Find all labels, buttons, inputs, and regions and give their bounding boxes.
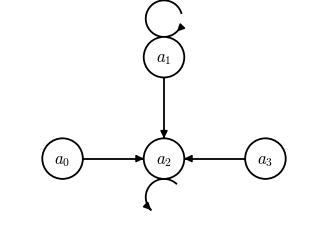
Text: $a_0$: $a_0$ [54, 150, 71, 168]
Circle shape [144, 139, 184, 179]
Circle shape [245, 139, 286, 179]
Text: $a_2$: $a_2$ [156, 150, 172, 168]
Text: $a_1$: $a_1$ [156, 49, 172, 67]
Text: $a_3$: $a_3$ [257, 150, 274, 168]
Circle shape [42, 139, 83, 179]
Circle shape [144, 38, 184, 78]
